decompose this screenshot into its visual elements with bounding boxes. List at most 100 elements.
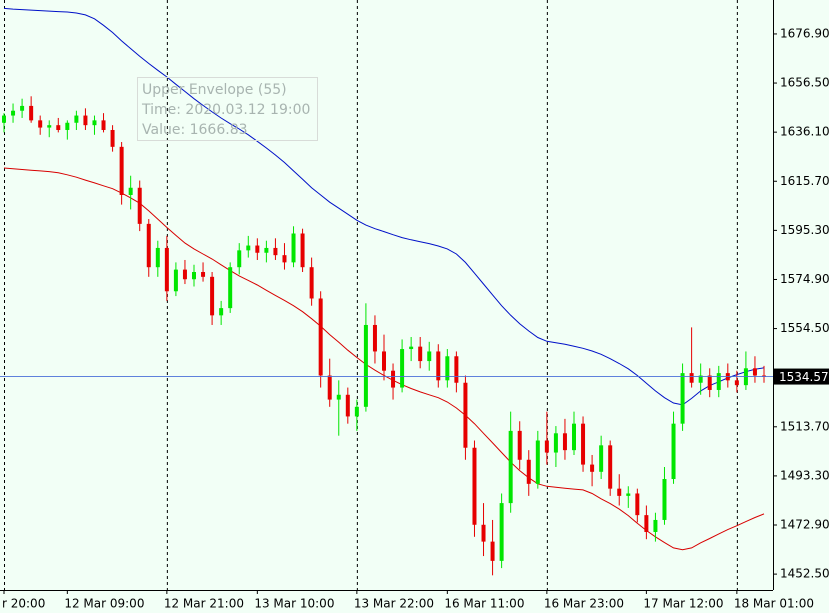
candle-body xyxy=(391,370,396,388)
y-tick-label: 1493.30 xyxy=(780,468,829,482)
candle-body xyxy=(336,394,341,400)
candle-body xyxy=(210,276,215,316)
candle-body xyxy=(635,493,640,516)
candle-body xyxy=(762,375,766,377)
candle-body xyxy=(590,464,595,472)
candle-body xyxy=(382,351,386,371)
candle-body xyxy=(689,373,694,383)
candle-body xyxy=(463,382,468,448)
candle-body xyxy=(182,269,187,280)
candle-body xyxy=(644,515,649,532)
candle-body xyxy=(508,430,513,504)
candle-body xyxy=(572,423,576,451)
tooltip-line: Value: 1666.83 xyxy=(142,122,248,138)
candle-body xyxy=(47,125,52,128)
candle-body xyxy=(192,272,196,280)
candle-body xyxy=(327,375,332,400)
y-tick-label: 1656.50 xyxy=(780,76,829,90)
candle-body xyxy=(599,445,604,472)
x-tick-label: 16 Mar 23:00 xyxy=(544,597,624,611)
candle-body xyxy=(680,373,685,424)
candle-body xyxy=(472,447,477,525)
candle-body xyxy=(291,233,296,263)
candle-body xyxy=(273,247,278,256)
x-tick-label: 12 Mar 21:00 xyxy=(164,597,244,611)
candle-body xyxy=(137,187,142,224)
candle-body xyxy=(74,115,79,123)
candle-body xyxy=(409,346,414,350)
tooltip-box xyxy=(137,77,318,141)
candle-body xyxy=(454,356,459,383)
candle-body xyxy=(83,115,88,126)
tooltip-line: Upper Envelope (55) xyxy=(142,82,287,98)
y-tick-label: 1452.50 xyxy=(780,567,829,581)
y-tick-label: 1513.70 xyxy=(780,419,829,433)
y-tick-label: 1595.30 xyxy=(780,223,829,237)
candle-body xyxy=(698,375,703,383)
x-tick-label: 17 Mar 12:00 xyxy=(643,597,723,611)
candle-body xyxy=(752,368,757,376)
candle-body xyxy=(716,373,721,390)
candle-body xyxy=(427,351,432,362)
y-tick-label: 1615.70 xyxy=(780,174,829,188)
candle-body xyxy=(562,433,567,451)
candle-body xyxy=(662,479,667,520)
candle-body xyxy=(608,445,613,489)
x-tick-label: 12 Mar 09:00 xyxy=(64,597,144,611)
candle-body xyxy=(255,245,260,253)
candle-body xyxy=(173,269,178,292)
x-tick-label: 13 Mar 10:00 xyxy=(254,597,334,611)
candle-body xyxy=(418,346,423,362)
candle-body xyxy=(363,324,368,407)
candle-body xyxy=(20,105,25,111)
current-price-label: 1534.57 xyxy=(779,370,829,384)
candle-body xyxy=(345,394,350,417)
candle-body xyxy=(228,267,233,309)
tooltip-line: Time: 2020.03.12 19:00 xyxy=(141,102,310,118)
candle-body xyxy=(617,488,622,496)
candle-body xyxy=(264,247,269,253)
x-tick-label: 16 Mar 11:00 xyxy=(444,597,524,611)
candle-body xyxy=(734,380,739,386)
candle-body xyxy=(128,187,133,195)
candle-body xyxy=(626,493,631,496)
candle-body xyxy=(65,122,70,130)
y-tick-label: 1574.90 xyxy=(780,272,829,286)
candle-body xyxy=(201,272,206,277)
candle-body xyxy=(146,223,151,268)
candle-body xyxy=(354,406,359,417)
candle-body xyxy=(101,120,106,130)
y-tick-label: 1472.90 xyxy=(780,518,829,532)
candle-body xyxy=(535,440,540,484)
candle-body xyxy=(92,120,97,126)
candle-body xyxy=(11,110,16,116)
candle-body xyxy=(237,250,242,268)
candle-body xyxy=(544,440,549,453)
candle-body xyxy=(309,267,314,299)
candle-body xyxy=(119,146,124,195)
candle-body xyxy=(372,324,377,352)
candle-body xyxy=(707,375,712,390)
x-tick-label: 13 Mar 22:00 xyxy=(354,597,434,611)
candle-body xyxy=(653,519,658,532)
candle-body xyxy=(671,423,676,480)
candle-body xyxy=(445,356,450,381)
envelope-line xyxy=(3,7,765,406)
current-price-box xyxy=(774,368,829,385)
y-tick-label: 1636.10 xyxy=(780,125,829,139)
tooltip: Upper Envelope (55) Time: 2020.03.12 19:… xyxy=(137,77,318,141)
candle-body xyxy=(38,120,43,128)
candle-body xyxy=(219,308,224,316)
candle-body xyxy=(400,349,405,388)
candle-body xyxy=(282,255,287,263)
candle-body xyxy=(246,245,251,251)
candle-body xyxy=(164,247,169,292)
candle-body xyxy=(581,423,586,465)
y-tick-label: 1676.90 xyxy=(780,26,829,40)
candle-body xyxy=(436,351,441,381)
candle-body xyxy=(29,105,34,121)
candle-body xyxy=(110,129,115,147)
